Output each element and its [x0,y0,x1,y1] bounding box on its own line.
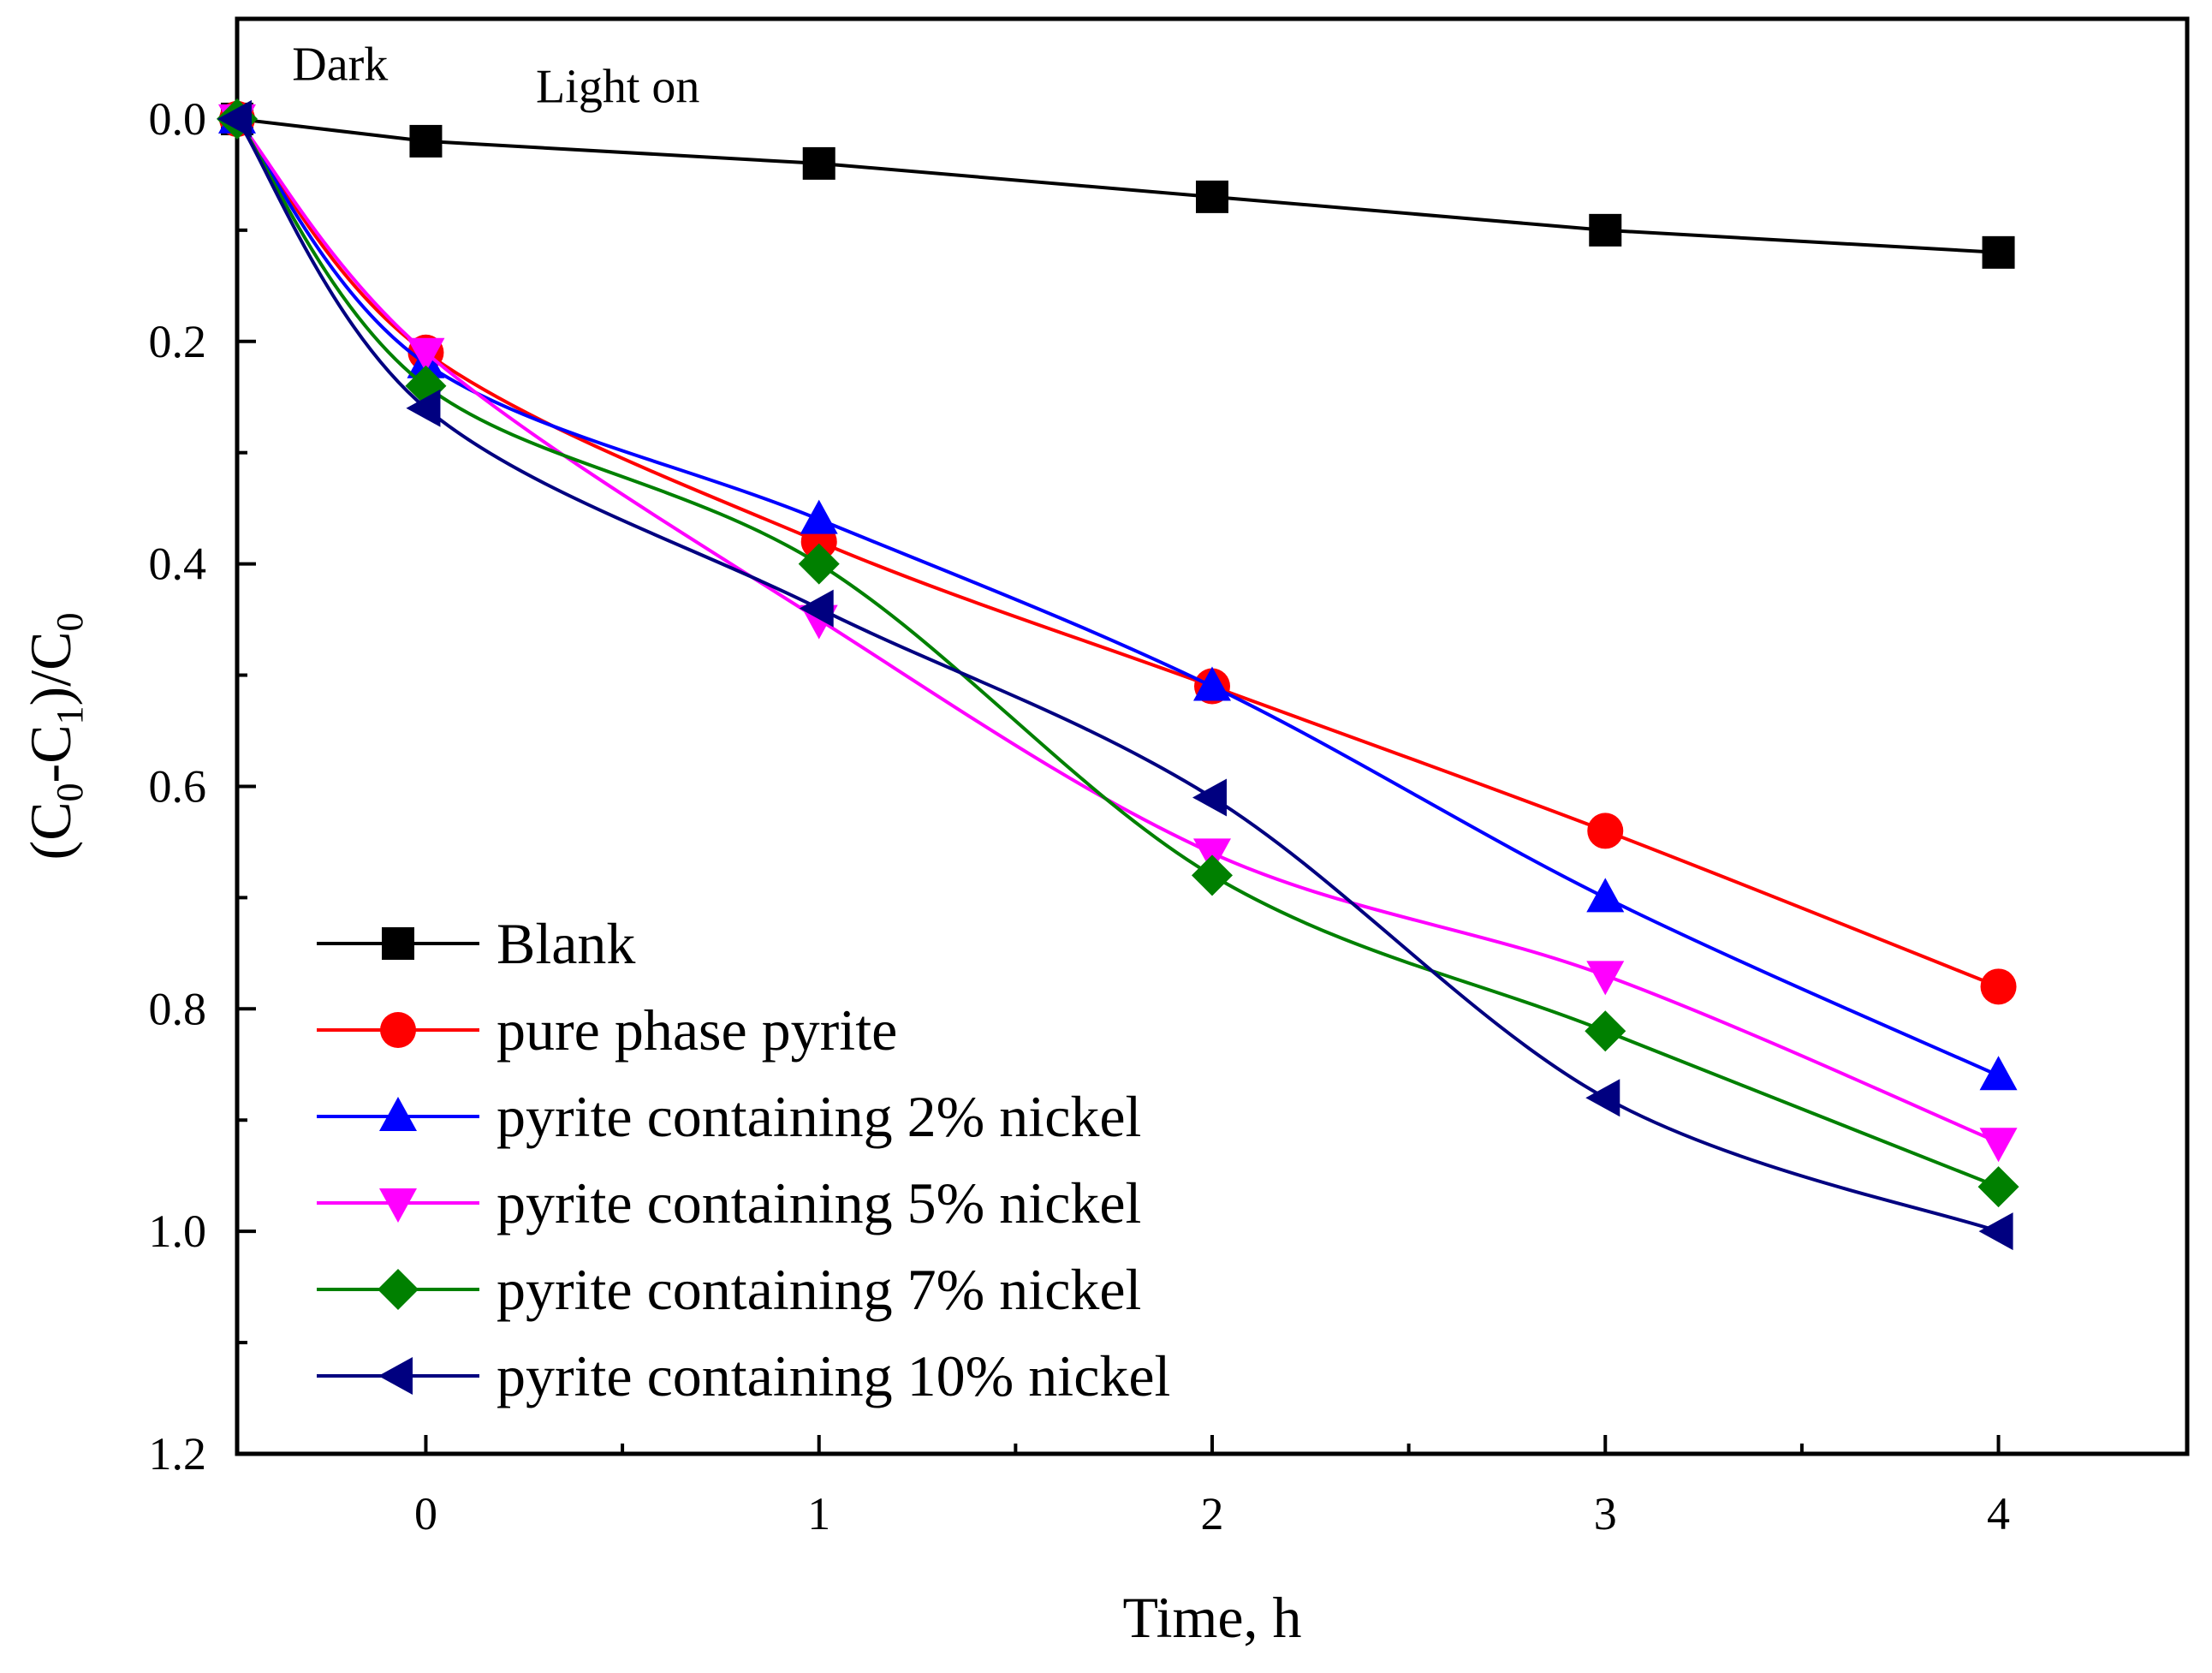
data-point [1587,813,1624,849]
series-line [235,117,2000,1145]
legend-label: pyrite containing 5% nickel [497,1170,1141,1235]
data-point [1586,961,1625,996]
series-5 [217,99,2013,1251]
data-point [799,589,834,628]
series-0 [221,102,2015,269]
y-tick-label: 1.0 [149,1206,207,1257]
legend-label: pyrite containing 7% nickel [497,1257,1141,1322]
y-axis-title-part: -C [18,724,83,783]
data-point [1585,1010,1626,1052]
legend-item: Blank [317,911,635,976]
data-point [1196,180,1228,213]
data-point [1982,235,2015,269]
y-axis-title: (C0-C1)/C0 [18,613,91,860]
series-line [235,117,2000,989]
x-tick-label: 0 [414,1488,437,1539]
legend-marker [380,1012,416,1048]
y-axis-title-subscript: 0 [49,613,91,632]
axis-ticks: 0 1 2 3 4 0.0 0.2 0.4 0.6 0.8 1.0 1.2 [149,93,2011,1539]
data-point [1193,666,1231,701]
legend-label: pyrite containing 2% nickel [497,1084,1141,1149]
legend-marker [378,1357,413,1395]
data-point [798,543,840,585]
data-point [1979,1056,2018,1091]
y-tick-label: 0.6 [149,760,207,812]
data-point [800,499,838,534]
legend-label: pyrite containing 10% nickel [497,1343,1170,1408]
data-point [1192,778,1227,817]
data-point [1589,213,1622,247]
legend-marker [382,927,414,960]
legend-item: pure phase pyrite [317,997,897,1063]
data-point [406,389,441,427]
y-axis-title-subscript: 0 [49,783,91,801]
data-point [217,99,252,138]
legend-marker [379,1188,417,1223]
series-line [235,117,2000,1234]
data-point [1192,854,1233,896]
data-point [1978,1212,2013,1251]
y-tick-label: 0.2 [149,316,207,367]
y-tick-label: 0.4 [149,539,207,590]
y-axis-title-part: )/C [18,632,83,706]
data-point [1979,1128,2018,1163]
legend-label: Blank [497,911,635,976]
x-tick-label: 2 [1201,1488,1224,1539]
data-point [409,124,443,158]
y-tick-label: 0.8 [149,983,207,1034]
series-line [236,116,1999,254]
data-point [802,146,835,180]
legend-item: pyrite containing 10% nickel [317,1343,1170,1408]
plot-frame [235,16,2190,1456]
series-3 [218,104,2018,1163]
legend-marker [379,1097,417,1131]
x-tick-label: 1 [807,1488,830,1539]
legend-item: pyrite containing 2% nickel [317,1084,1141,1149]
data-point [407,337,445,372]
y-tick-label: 1.2 [149,1428,207,1480]
legend: Blank pure phase pyrite pyrite containing … [317,911,1170,1408]
x-tick-label: 4 [1987,1488,2010,1539]
data-point [1980,968,2017,1005]
data-point [1586,878,1625,913]
annotation-light-on: Light on [536,60,699,113]
y-tick-label: 0.0 [149,93,207,145]
y-axis-title-part: (C [18,801,83,860]
legend-label: pure phase pyrite [497,997,897,1063]
data-point [1585,1079,1620,1117]
annotation-dark: Dark [292,38,388,91]
data-point [1977,1166,2019,1208]
y-axis-title-subscript: 1 [49,706,91,724]
axis-labels: Time, h (C0-C1)/C0 Dark Light on [18,38,1302,1650]
legend-marker [378,1269,419,1310]
legend-item: pyrite containing 5% nickel [317,1170,1141,1235]
x-axis-title: Time, h [1122,1585,1301,1650]
series-2 [218,98,2018,1091]
legend-item: pyrite containing 7% nickel [317,1257,1141,1322]
x-tick-label: 3 [1594,1488,1617,1539]
series-layer [217,98,2019,1251]
series-line [235,117,2000,1078]
